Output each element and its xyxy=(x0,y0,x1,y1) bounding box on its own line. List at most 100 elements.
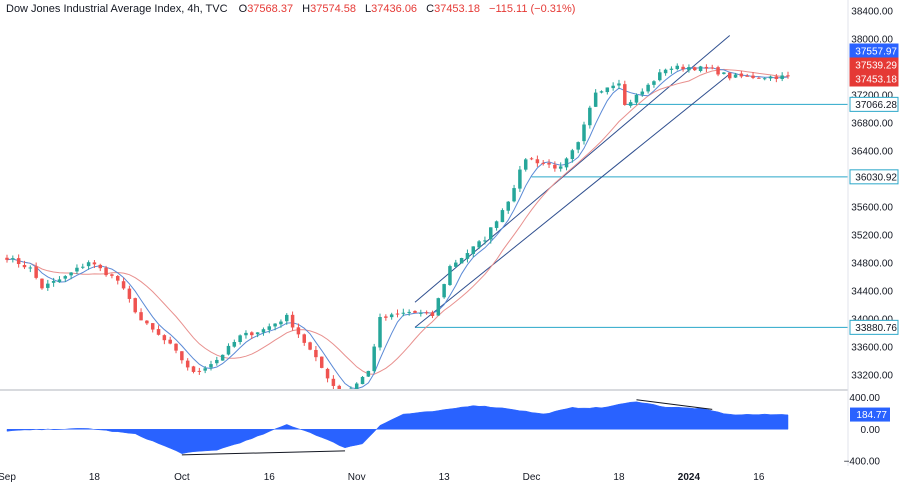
level-badge-text: 33880.76 xyxy=(855,323,897,334)
price-badge-text: 37539.29 xyxy=(855,61,897,72)
level-badge-box xyxy=(849,169,899,185)
x-tick-label: Dec xyxy=(523,472,541,483)
candle-body xyxy=(133,298,137,313)
candle-body xyxy=(11,258,15,260)
candle-body xyxy=(290,314,295,328)
candle-body xyxy=(46,283,50,288)
candle-body xyxy=(623,84,627,105)
candle-body xyxy=(267,326,272,330)
svg-text:Dow Jones Industrial Average I: Dow Jones Industrial Average Index, 4h, … xyxy=(6,3,575,15)
candle-body xyxy=(448,266,452,286)
header-open: 37568.37 xyxy=(247,3,293,15)
candle-body xyxy=(127,288,132,299)
candle-body xyxy=(378,317,382,348)
candle-body xyxy=(751,75,755,78)
candle-body xyxy=(337,385,341,389)
candle-body xyxy=(768,76,773,79)
candle-body xyxy=(611,85,615,89)
candle-body xyxy=(215,359,219,364)
candle-body xyxy=(209,364,213,368)
candle-body xyxy=(75,267,79,272)
candle-body xyxy=(343,391,346,394)
candle-body xyxy=(81,266,85,268)
candle-body xyxy=(605,87,610,93)
osc-current-box xyxy=(850,407,890,422)
candle-body xyxy=(349,388,353,389)
header-change: −115.11 (−0.31%) xyxy=(489,3,575,15)
candle-body xyxy=(203,368,207,371)
candle-body xyxy=(529,158,534,160)
osc-current-text: 184.77 xyxy=(856,410,887,421)
candle-body xyxy=(454,262,458,267)
candle-body xyxy=(494,221,499,228)
candle-body xyxy=(250,332,254,336)
candle-body xyxy=(314,349,318,358)
channel-lower-line xyxy=(414,73,731,328)
x-tick-label: Sep xyxy=(0,472,16,483)
candle-body xyxy=(261,329,266,333)
candle-body xyxy=(593,92,598,107)
x-tick-label: 13 xyxy=(439,472,451,483)
candle-body xyxy=(255,332,260,335)
chart-header: Dow Jones Industrial Average Index, 4h, … xyxy=(6,3,575,15)
candle-body xyxy=(489,227,493,240)
candle-body xyxy=(308,342,312,350)
candle-body xyxy=(372,346,376,372)
candle-body xyxy=(658,72,662,81)
candle-body xyxy=(121,281,126,289)
candle-body xyxy=(220,354,225,361)
candle-body xyxy=(471,246,476,254)
sma-fast-line xyxy=(6,67,789,389)
candle-body xyxy=(535,159,540,164)
candle-body xyxy=(652,81,656,85)
candle-body xyxy=(628,102,633,106)
candle-body xyxy=(687,67,691,71)
osc-tick-label: 400.00 xyxy=(849,393,880,404)
candle-body xyxy=(40,278,44,289)
candle-body xyxy=(716,67,720,75)
price-tick-label: 36800.00 xyxy=(851,119,893,130)
candle-body xyxy=(98,264,103,269)
candle-body xyxy=(279,321,283,325)
header-low: 37436.06 xyxy=(371,3,417,15)
price-tick-label: 36400.00 xyxy=(851,147,893,158)
x-tick-label: 16 xyxy=(264,472,276,483)
candle-body xyxy=(757,77,761,79)
candle-body xyxy=(774,76,779,79)
header-high: 37574.58 xyxy=(310,3,356,15)
candle-body xyxy=(139,312,143,321)
candle-body xyxy=(92,262,97,265)
oscillator-area xyxy=(6,401,789,454)
candle-body xyxy=(640,91,645,95)
candle-body xyxy=(22,265,27,268)
candle-body xyxy=(727,72,732,79)
candle-body xyxy=(331,378,336,386)
level-badge: 37066.28 xyxy=(849,96,899,112)
level-badge-text: 36030.92 xyxy=(855,172,897,183)
candle-body xyxy=(465,253,470,259)
header-symbol: Dow Jones Industrial Average Index, 4h, … xyxy=(6,3,228,15)
candle-body xyxy=(319,356,324,368)
price-badge: 37453.18 xyxy=(849,71,899,87)
candle-body xyxy=(459,257,464,264)
x-tick-label: 2024 xyxy=(678,472,701,483)
candle-body xyxy=(63,276,68,279)
candle-body xyxy=(512,188,516,202)
candle-body xyxy=(191,366,196,372)
candle-body xyxy=(69,272,73,276)
price-tick-label: 38400.00 xyxy=(851,7,893,18)
x-tick-label: 18 xyxy=(89,472,101,483)
candle-body xyxy=(145,320,149,324)
candle-body xyxy=(692,67,697,71)
candle-body xyxy=(360,376,365,385)
candle-body xyxy=(739,73,744,77)
candle-body xyxy=(663,69,668,74)
candle-body xyxy=(5,257,9,260)
candle-body xyxy=(570,150,575,160)
osc-tick-label: −400.00 xyxy=(844,457,881,468)
candle-body xyxy=(518,169,522,189)
candle-body xyxy=(180,351,184,361)
candle-body xyxy=(506,201,510,211)
